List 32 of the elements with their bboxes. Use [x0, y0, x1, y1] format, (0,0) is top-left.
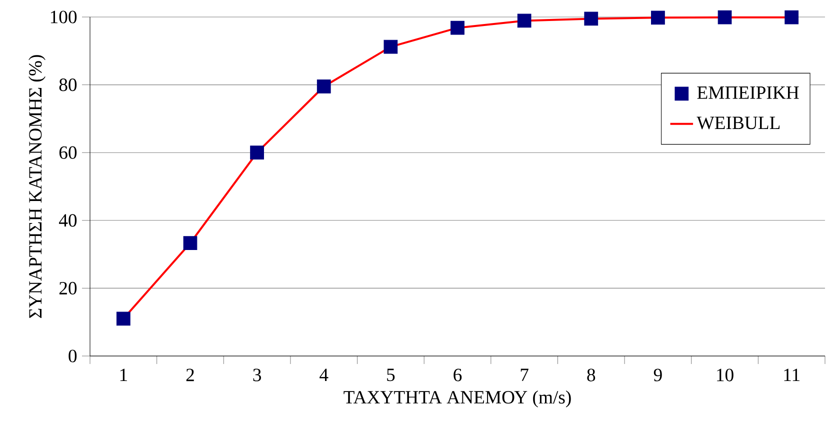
x-tick-label: 1: [120, 368, 127, 382]
y-tick-label: 40: [58, 214, 77, 227]
point: [116, 312, 130, 326]
point: [784, 10, 799, 24]
x-tick-label: 5: [387, 368, 395, 382]
x-tick-label: 9: [654, 368, 662, 382]
point: [250, 146, 264, 160]
x-tick-label: 4: [320, 368, 328, 381]
y-tick-label: 80: [59, 78, 77, 92]
x-tick-label: 8: [587, 368, 596, 382]
point: [183, 236, 198, 250]
x-tick-label: 3: [253, 368, 261, 382]
y-tick-label: 20: [59, 282, 77, 295]
point: [384, 40, 398, 54]
point: [450, 20, 464, 35]
x-tick-label: 10: [717, 368, 734, 382]
x-tick-label: 7: [520, 368, 528, 381]
point: [584, 12, 598, 26]
y-tick-label: 100: [50, 10, 77, 24]
x-tick-label: 6: [454, 368, 462, 382]
point: [651, 10, 665, 25]
legend-label: ΕΜΠΕΙΡΙΚΗ: [697, 86, 799, 99]
y-axis-title: ΣΥΝΑΡΤΗΣΗ ΚΑΤΑΝΟΜΗΣ (%): [28, 55, 46, 318]
legend-label: WEIBULL: [696, 116, 780, 130]
x-tick-label: 11: [784, 368, 800, 382]
x-tick-label: 2: [186, 368, 194, 382]
x-axis-title: ΤΑΧΥΤΗΤΑ ΑΝΕΜΟΥ (m/s): [344, 390, 571, 408]
point: [316, 80, 331, 94]
y-tick-label: 0: [68, 350, 77, 362]
point: [718, 10, 732, 24]
point: [517, 14, 532, 28]
y-tick-label: 60: [59, 146, 77, 159]
